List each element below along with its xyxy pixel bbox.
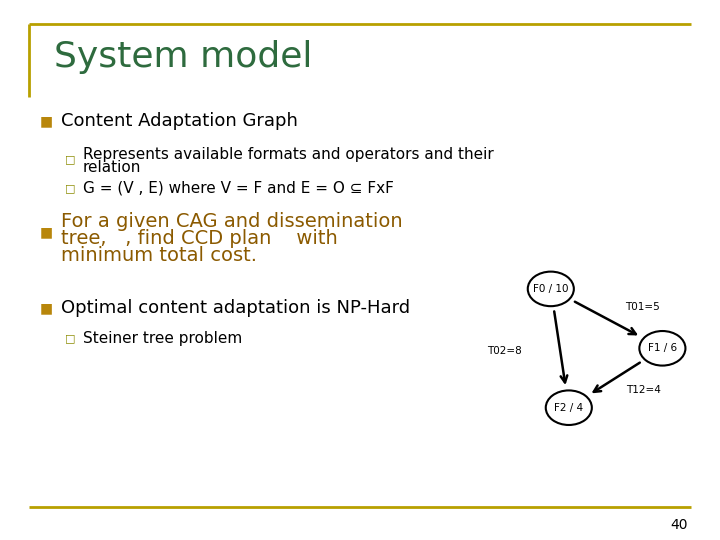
Text: 40: 40: [670, 518, 688, 532]
Text: G = (V , E) where V = F and E = O ⊆ FxF: G = (V , E) where V = F and E = O ⊆ FxF: [83, 180, 394, 195]
Text: Steiner tree problem: Steiner tree problem: [83, 331, 242, 346]
Text: F1 / 6: F1 / 6: [648, 343, 677, 353]
Text: T01=5: T01=5: [625, 302, 660, 312]
Text: Represents available formats and operators and their: Represents available formats and operato…: [83, 147, 493, 162]
Text: T12=4: T12=4: [626, 385, 661, 395]
Text: ■: ■: [40, 225, 53, 239]
Circle shape: [546, 390, 592, 425]
Text: □: □: [65, 183, 76, 193]
Text: □: □: [65, 154, 76, 164]
Text: For a given CAG and dissemination: For a given CAG and dissemination: [61, 212, 402, 231]
Text: ■: ■: [40, 301, 53, 315]
Text: System model: System model: [54, 40, 312, 73]
Text: Optimal content adaptation is NP-Hard: Optimal content adaptation is NP-Hard: [61, 299, 410, 317]
Text: tree,   , find CCD plan    with: tree, , find CCD plan with: [61, 229, 338, 248]
Text: minimum total cost.: minimum total cost.: [61, 246, 257, 266]
Circle shape: [639, 331, 685, 366]
Text: F0 / 10: F0 / 10: [533, 284, 569, 294]
Text: relation: relation: [83, 160, 141, 175]
Text: ■: ■: [40, 114, 53, 129]
Text: Content Adaptation Graph: Content Adaptation Graph: [61, 112, 298, 131]
Text: □: □: [65, 334, 76, 343]
Text: T02=8: T02=8: [487, 346, 522, 356]
Text: F2 / 4: F2 / 4: [554, 403, 583, 413]
Circle shape: [528, 272, 574, 306]
